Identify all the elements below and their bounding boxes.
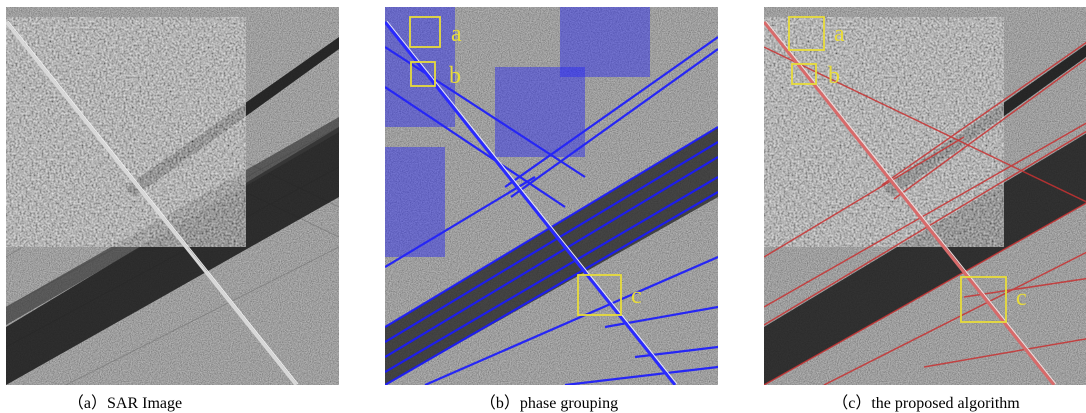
phase-grouping-image: a b c: [385, 7, 718, 385]
box-a: [788, 16, 825, 51]
panel-sar-image: [6, 7, 339, 385]
box-label-c: c: [1016, 285, 1027, 311]
caption-a: （a）SAR Image: [67, 395, 183, 412]
caption-c: （c）the proposed algorithm: [832, 395, 1020, 412]
box-b: [410, 61, 436, 87]
box-label-c: c: [631, 283, 642, 309]
caption-b: （b）phase grouping: [479, 395, 619, 412]
box-b: [791, 63, 817, 85]
sar-image: [6, 7, 339, 385]
box-c: [960, 276, 1007, 323]
box-label-a: a: [451, 21, 462, 47]
proposed-algorithm-image: a b c: [764, 7, 1086, 385]
box-label-b: b: [828, 63, 840, 89]
box-a: [409, 16, 441, 48]
box-c: [577, 274, 622, 316]
panel-proposed-algorithm: a b c: [764, 7, 1086, 385]
panel-phase-grouping: a b c: [385, 7, 718, 385]
box-label-b: b: [449, 63, 461, 89]
box-label-a: a: [834, 21, 845, 47]
